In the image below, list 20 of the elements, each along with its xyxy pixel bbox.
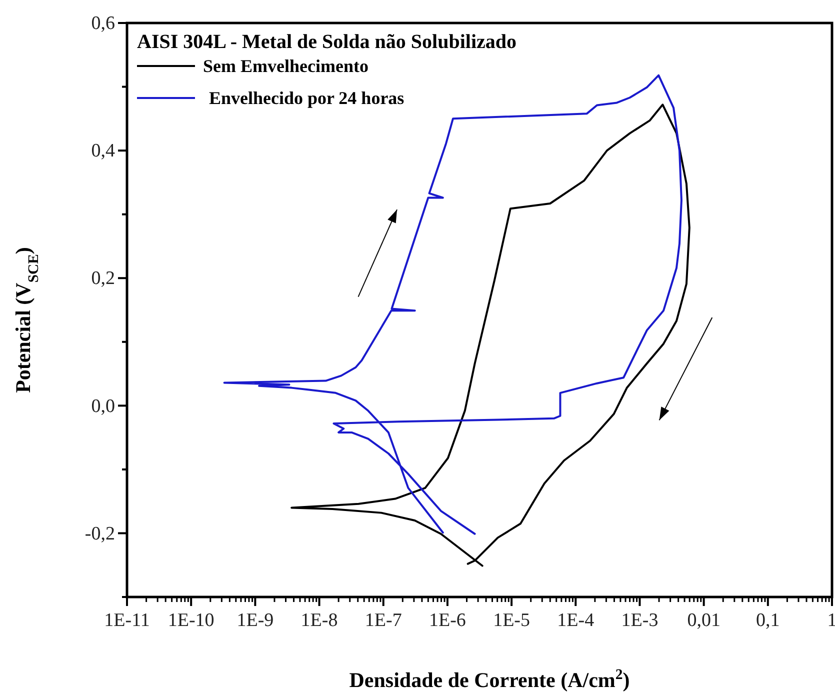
legend-label: Envelhecido por 24 horas [209,88,404,108]
x-tick-label: 1E-5 [493,610,530,632]
y-tick-label: 0,4 [91,140,116,162]
x-tick-label: 1E-7 [364,610,402,632]
x-tick-label: 1E-6 [428,610,466,632]
y-tick-label: 0,2 [91,268,115,290]
x-tick-label: 1E-11 [104,610,150,632]
x-tick-label: 1E-4 [557,610,595,632]
x-tick-label: 1E-10 [168,610,214,632]
x-tick-label: 0,01 [687,610,720,632]
x-tick-label: 1E-8 [300,610,338,632]
x-axis-title: Densidade de Corrente (A/cm$^{2}$) [349,667,630,692]
y-tick-label: -0,2 [84,523,115,544]
x-tick-label: 0,1 [756,610,780,632]
y-tick-label: 0,6 [91,13,115,34]
y-tick-label: 0,0 [91,396,115,417]
x-tick-label: 1E-9 [236,610,274,632]
x-tick-label: 1E-3 [621,610,658,632]
legend-label: Sem Emvelhecimento [203,56,368,76]
legend-title: AISI 304L - Metal de Solda não Solubilizado [137,31,517,53]
